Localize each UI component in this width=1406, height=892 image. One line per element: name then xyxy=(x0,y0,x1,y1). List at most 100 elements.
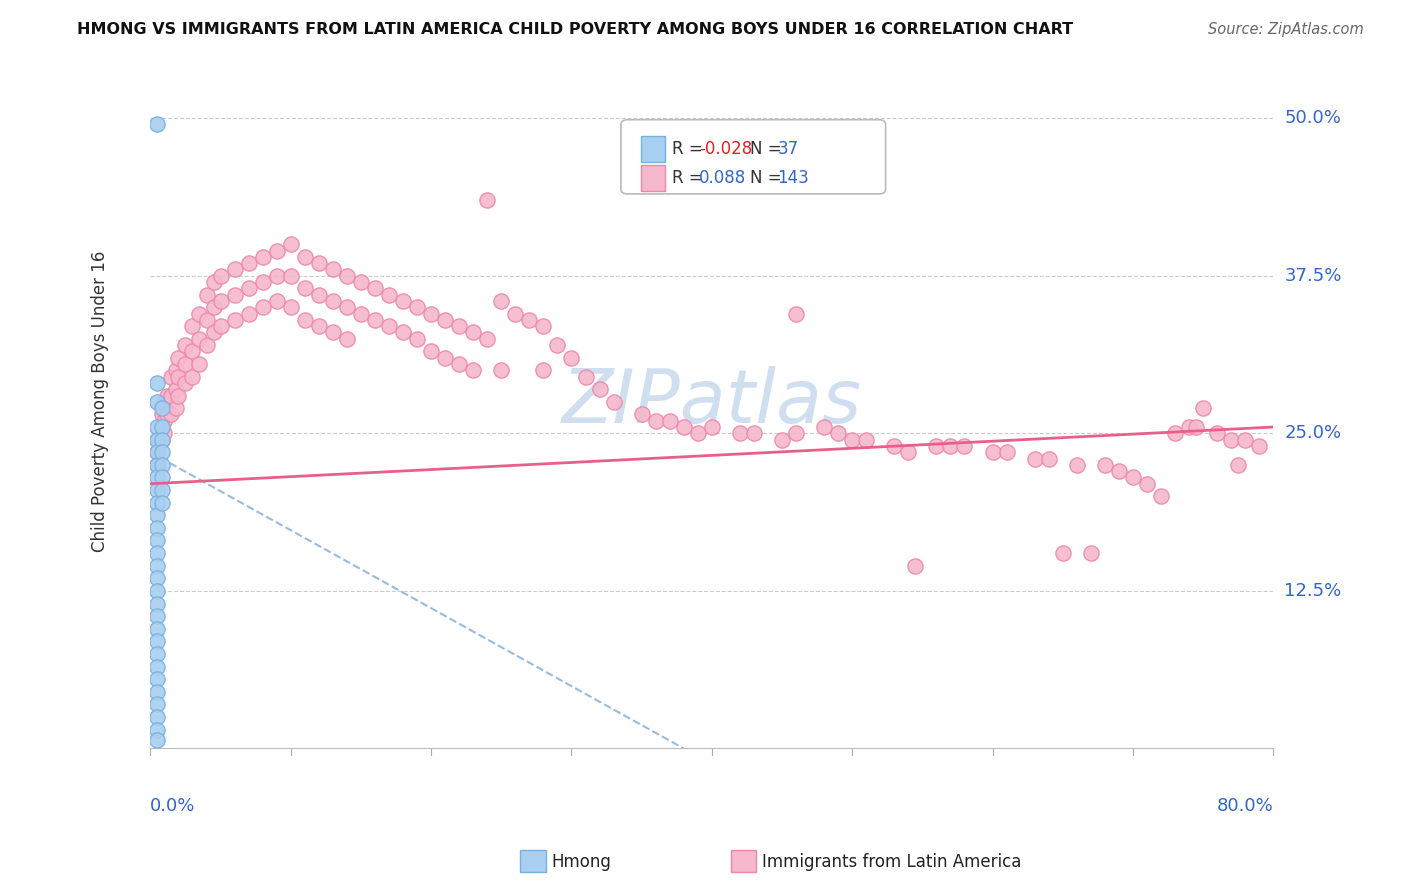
Text: Immigrants from Latin America: Immigrants from Latin America xyxy=(762,853,1021,871)
Point xyxy=(700,420,723,434)
Text: 80.0%: 80.0% xyxy=(1216,797,1274,815)
Point xyxy=(165,382,187,396)
Point xyxy=(146,698,169,712)
Point xyxy=(160,388,183,402)
Point xyxy=(252,300,274,314)
Point xyxy=(146,483,169,497)
Point xyxy=(728,426,751,441)
Text: Source: ZipAtlas.com: Source: ZipAtlas.com xyxy=(1208,22,1364,37)
Point xyxy=(280,300,302,314)
Point xyxy=(150,401,173,416)
Point xyxy=(146,634,169,648)
Point xyxy=(378,287,401,301)
Point xyxy=(1038,451,1060,466)
Point xyxy=(150,458,173,472)
Point xyxy=(150,445,173,459)
Point xyxy=(150,433,173,447)
Point xyxy=(224,313,246,327)
Point xyxy=(904,558,927,573)
Point xyxy=(146,433,169,447)
Point xyxy=(153,414,176,428)
Point xyxy=(1234,433,1257,447)
Point xyxy=(146,597,169,611)
Point xyxy=(150,470,173,484)
Point xyxy=(146,394,169,409)
Point xyxy=(1052,546,1074,560)
Point xyxy=(174,376,197,390)
Point xyxy=(202,326,225,340)
Text: ZIPatlas: ZIPatlas xyxy=(562,366,862,438)
Point xyxy=(181,319,204,334)
Point xyxy=(209,293,232,308)
Point xyxy=(883,439,905,453)
Point xyxy=(266,268,288,283)
Point xyxy=(294,281,316,295)
Text: 50.0%: 50.0% xyxy=(1285,109,1341,128)
Text: 12.5%: 12.5% xyxy=(1285,582,1341,600)
Text: 0.0%: 0.0% xyxy=(150,797,195,815)
Point xyxy=(156,408,179,422)
Point xyxy=(146,583,169,598)
Point xyxy=(546,338,568,352)
Point xyxy=(308,256,330,270)
Point xyxy=(630,408,652,422)
Text: R =: R = xyxy=(672,140,707,158)
Point xyxy=(406,332,429,346)
Point xyxy=(146,609,169,624)
Point xyxy=(146,433,169,447)
Point xyxy=(146,470,169,484)
Point xyxy=(785,426,807,441)
Point xyxy=(156,388,179,402)
Point xyxy=(280,268,302,283)
Point xyxy=(491,363,513,377)
Point xyxy=(167,369,190,384)
Point xyxy=(146,118,169,132)
Point xyxy=(1066,458,1088,472)
Point xyxy=(1249,439,1271,453)
Text: Hmong: Hmong xyxy=(551,853,612,871)
Point xyxy=(463,326,485,340)
Point xyxy=(644,414,666,428)
Point xyxy=(1227,458,1250,472)
Point xyxy=(188,307,211,321)
Point xyxy=(531,363,554,377)
Point xyxy=(813,420,835,434)
Point xyxy=(925,439,948,453)
Point xyxy=(897,445,920,459)
Point xyxy=(308,319,330,334)
Point xyxy=(392,326,415,340)
Point xyxy=(491,293,513,308)
Text: 37: 37 xyxy=(778,140,799,158)
Point xyxy=(238,256,260,270)
Point xyxy=(146,533,169,548)
Point xyxy=(153,394,176,409)
Text: N =: N = xyxy=(749,169,787,186)
Point xyxy=(174,338,197,352)
Point xyxy=(658,414,681,428)
Point xyxy=(195,287,218,301)
Point xyxy=(188,357,211,371)
Point xyxy=(995,445,1018,459)
Point xyxy=(463,363,485,377)
Point xyxy=(165,401,187,416)
Point xyxy=(209,268,232,283)
Point xyxy=(146,445,169,459)
Point xyxy=(174,357,197,371)
Point xyxy=(146,685,169,699)
Point xyxy=(266,244,288,258)
Point xyxy=(785,307,807,321)
Point xyxy=(392,293,415,308)
Point xyxy=(181,369,204,384)
Point xyxy=(150,420,173,434)
Point xyxy=(322,262,344,277)
Point xyxy=(336,268,359,283)
Text: -0.028: -0.028 xyxy=(699,140,752,158)
Point xyxy=(209,319,232,334)
Point xyxy=(364,313,387,327)
Point xyxy=(336,300,359,314)
Point xyxy=(1220,433,1243,447)
Text: 0.088: 0.088 xyxy=(699,169,747,186)
Point xyxy=(378,319,401,334)
Point xyxy=(153,426,176,441)
Point xyxy=(202,275,225,289)
